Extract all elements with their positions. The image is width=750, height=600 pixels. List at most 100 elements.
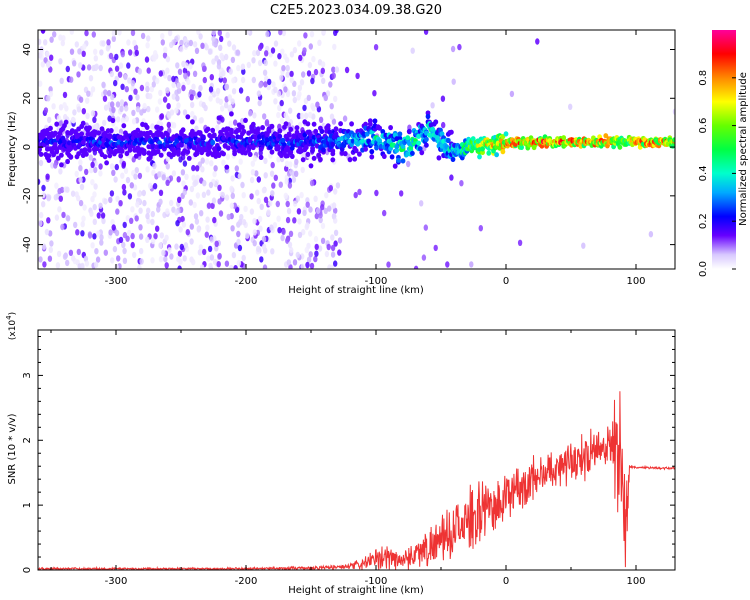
spectrogram-speckle — [150, 210, 155, 218]
spectrogram-speckle — [214, 240, 219, 247]
spectrogram-speckle — [278, 181, 283, 188]
spectrogram-speckle — [158, 256, 164, 263]
spectrogram-speckle — [306, 70, 312, 77]
spectrogram-speckle — [301, 228, 306, 236]
spectrogram-speckle — [114, 229, 120, 237]
spectrogram-speckle — [78, 199, 84, 207]
spectrogram-speckle — [38, 38, 42, 46]
spectrogram-speckle — [421, 254, 427, 261]
spectrogram-speckle — [171, 122, 177, 129]
spectrogram-speckle — [102, 119, 107, 127]
spectrogram-speckle — [169, 199, 174, 207]
spectrogram-speckle — [182, 109, 188, 116]
spectrogram-speckle — [256, 176, 261, 183]
spectrogram-speckle — [182, 67, 188, 74]
spectrogram-ridge-cell — [154, 124, 160, 130]
spectrogram-ridge-cell — [410, 150, 415, 156]
spectrogram-speckle — [113, 176, 118, 183]
spectrogram-speckle — [48, 246, 53, 253]
spectrogram-speckle — [257, 59, 263, 67]
spectrogram-speckle — [198, 33, 203, 40]
spectrogram-speckle — [270, 248, 275, 255]
spectrogram-speckle — [372, 90, 377, 97]
spectrogram-speckle — [289, 70, 294, 78]
spectrogram-speckle — [72, 109, 77, 116]
spectrogram-speckle — [165, 179, 170, 186]
spectrogram-ridge-cell — [229, 111, 234, 117]
spectrogram-speckle — [276, 111, 281, 119]
spectrogram-speckle — [100, 212, 106, 219]
colorbar-label: Normalized spectral amplitude — [738, 72, 749, 226]
spectrogram-speckle — [285, 56, 290, 64]
spectrogram-speckle — [276, 156, 281, 163]
spectrogram-speckle — [252, 240, 257, 247]
spectrogram-speckle — [45, 51, 50, 58]
spectrogram-speckle — [139, 84, 145, 92]
spectrogram-speckle — [238, 87, 244, 94]
spectrogram-speckle — [323, 207, 328, 215]
spectrogram-speckle — [146, 67, 151, 74]
spectrogram-speckle — [228, 120, 233, 127]
spectrogram-speckle — [179, 243, 184, 251]
spectrogram-speckle — [305, 261, 310, 269]
spectrogram-speckle — [81, 108, 87, 115]
spectrogram-speckle — [205, 216, 210, 223]
spectrogram-speckle — [344, 66, 350, 74]
spectrogram-speckle — [174, 35, 179, 43]
spectrogram-speckle — [192, 70, 198, 78]
spectrogram-speckle — [165, 67, 170, 74]
spectrogram-speckle — [342, 115, 348, 122]
spectrogram-speckle — [139, 258, 144, 265]
spectrogram-speckle — [148, 182, 153, 189]
spectrogram-speckle — [138, 224, 143, 231]
spectrogram-speckle — [77, 48, 82, 55]
spectrogram-speckle — [255, 189, 260, 196]
spectrogram-speckle — [313, 195, 318, 202]
spectrogram-speckle — [134, 215, 139, 222]
spectrogram-speckle — [286, 207, 292, 215]
spectrogram-speckle — [45, 173, 50, 180]
colorbar-tick-label: 0.4 — [698, 165, 709, 181]
spectrogram-speckle — [103, 249, 109, 256]
spectrogram-speckle — [176, 255, 181, 263]
spectrogram-speckle — [188, 199, 193, 206]
spectrogram-ridge-cell — [63, 119, 69, 125]
spectrogram-speckle — [177, 196, 182, 203]
spectrogram-speckle — [324, 250, 330, 258]
spectrogram-speckle — [96, 230, 101, 237]
spectrogram-speckle — [116, 255, 121, 262]
spectrogram-speckle — [93, 48, 98, 55]
spectrogram-speckle — [93, 166, 98, 174]
spectrogram-ridge-cell — [277, 128, 283, 134]
spectrogram-ridge-cell — [99, 126, 105, 132]
spectrogram-speckle — [111, 106, 116, 114]
spectrogram-speckle — [98, 170, 103, 177]
spectrogram-speckle — [288, 230, 294, 237]
spectrogram-speckle — [128, 94, 133, 102]
spectrogram-ridge-cell — [308, 163, 314, 169]
spectrogram-speckle — [216, 261, 221, 268]
spectrogram-speckle — [159, 232, 164, 239]
spectrogram-speckle — [227, 104, 233, 111]
spectrogram-speckle — [90, 110, 96, 117]
spectrogram-speckle — [163, 255, 168, 263]
spectrogram-speckle — [115, 116, 121, 123]
spectrogram-speckle — [145, 212, 150, 220]
spectrogram-speckle — [200, 157, 205, 164]
spectrogram-speckle — [118, 200, 123, 207]
spectrogram-ridge-cell — [388, 125, 393, 131]
spectrogram-ridge-cell — [305, 151, 311, 157]
spectrogram-speckle — [130, 241, 135, 249]
spectrogram-ridge-cell — [333, 126, 339, 132]
spectrogram-speckle — [69, 76, 74, 83]
spectrogram-speckle — [296, 208, 302, 215]
spectrogram-speckle — [46, 195, 51, 202]
spectrogram-speckle — [292, 200, 298, 207]
spectrogram-ridge-cell — [269, 123, 275, 129]
spectrogram-y-tick-label: -40 — [22, 236, 33, 252]
spectrogram-speckle — [318, 216, 323, 224]
spectrogram-speckle — [211, 35, 216, 43]
spectrogram-speckle — [38, 159, 44, 167]
spectrogram-speckle — [209, 236, 214, 243]
spectrogram-speckle — [212, 170, 217, 178]
